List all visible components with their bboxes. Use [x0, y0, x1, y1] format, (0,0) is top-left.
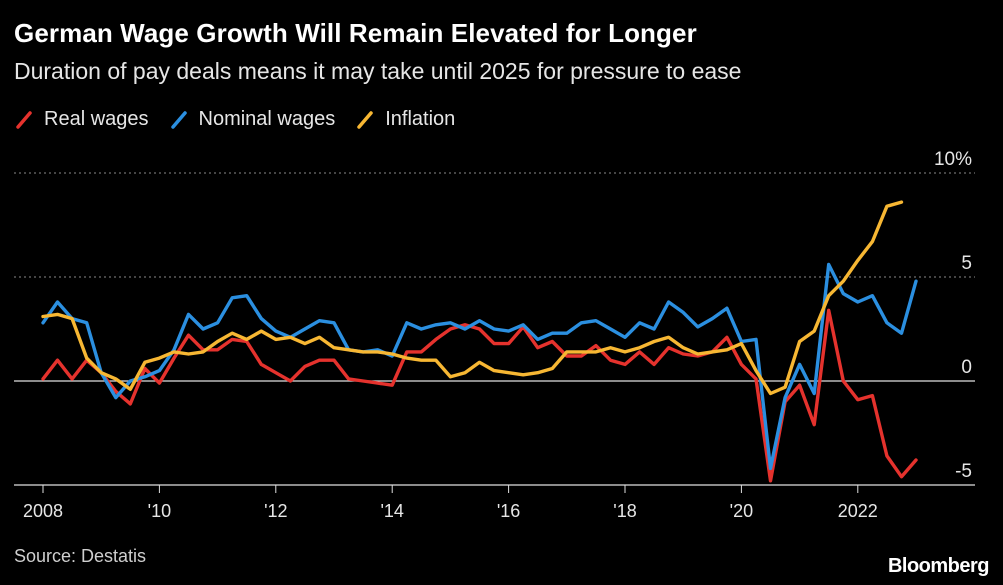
- x-tick-label: '16: [497, 501, 520, 521]
- series-line-real-wages: [41, 308, 918, 483]
- legend-item-nominal-wages: Nominal wages: [169, 108, 336, 131]
- x-tick-label: '20: [730, 501, 753, 521]
- y-tick-label: 0: [961, 357, 972, 378]
- series-line-inflation: [41, 200, 904, 396]
- bloomberg-logo: Bloomberg: [887, 555, 990, 577]
- series-line-nominal-wages: [41, 262, 918, 471]
- x-tick-label: 2022: [838, 501, 878, 521]
- legend-label-real-wages: Real wages: [44, 108, 149, 130]
- y-tick-label: -5: [955, 461, 972, 482]
- chart-title: German Wage Growth Will Remain Elevated …: [14, 18, 697, 48]
- legend-label-inflation: Inflation: [385, 108, 456, 130]
- source-note: Source: Destatis: [14, 546, 147, 566]
- y-tick-label: 5: [961, 253, 972, 274]
- legend-swatch-inflation: [357, 110, 373, 129]
- legend-swatch-nominal-wages: [170, 110, 187, 129]
- legend-item-real-wages: Real wages: [14, 108, 149, 131]
- chart-subtitle: Duration of pay deals means it may take …: [14, 58, 742, 84]
- legend-swatch-real-wages: [16, 110, 32, 129]
- x-tick-label: '12: [264, 501, 287, 521]
- y-tick-label: 10%: [934, 149, 972, 170]
- x-tick-label: '10: [148, 501, 171, 521]
- legend-item-inflation: Inflation: [355, 108, 455, 131]
- x-tick-label: '14: [380, 501, 403, 521]
- legend: Real wages Nominal wages Inflation: [14, 108, 475, 131]
- x-tick-label: '18: [613, 501, 636, 521]
- legend-label-nominal-wages: Nominal wages: [198, 108, 336, 130]
- x-tick-label: 2008: [23, 501, 63, 521]
